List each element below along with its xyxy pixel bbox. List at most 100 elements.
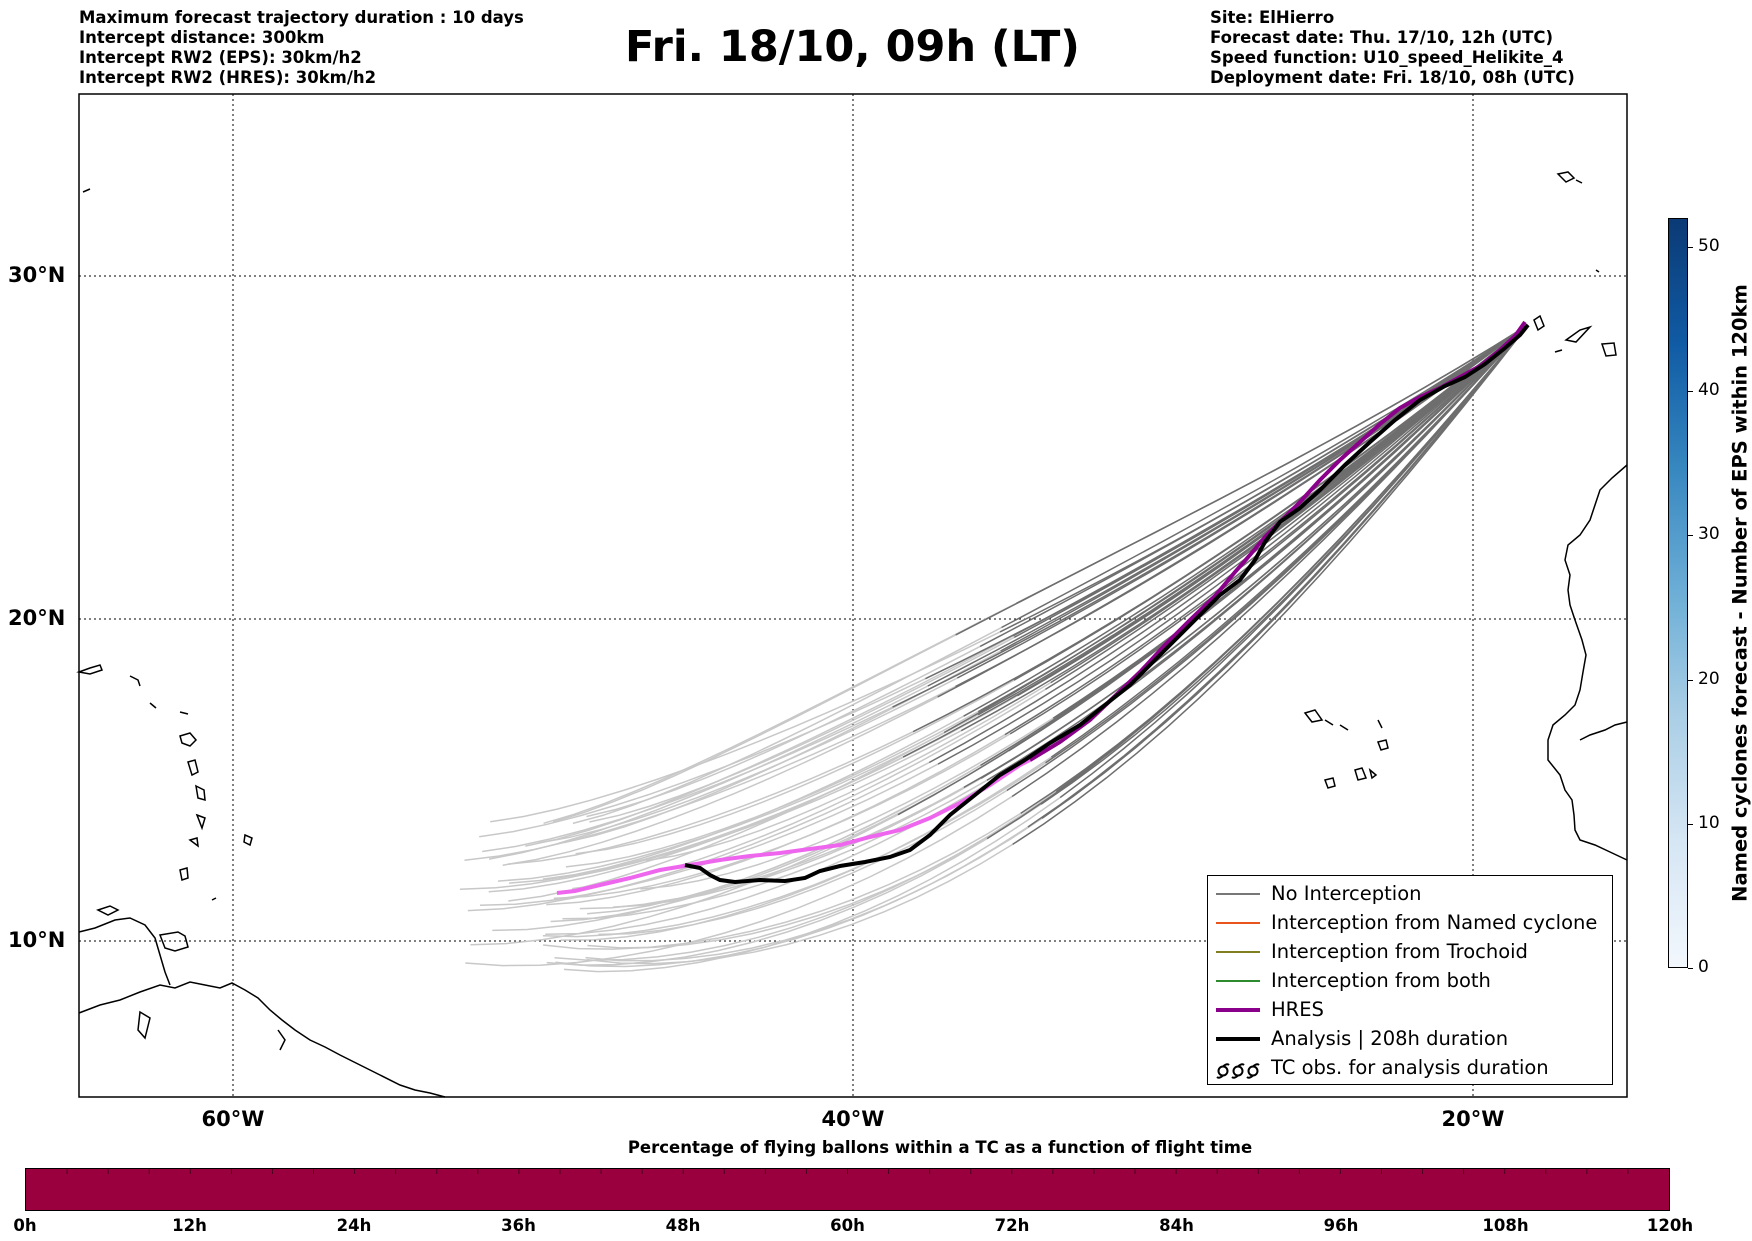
colorbar-tick-label: 20 [1698, 668, 1720, 689]
coastline-south-america [78, 981, 446, 1098]
colorbar-tick-label: 50 [1698, 235, 1720, 256]
eps-trajectory-segment [1008, 324, 1529, 752]
eps-trajectory-segment [1012, 324, 1529, 637]
coastline-island [149, 702, 157, 709]
hres-trajectory-late [1028, 320, 1527, 762]
legend-item-trochoid: Interception from Trochoid [1208, 939, 1612, 968]
legend-label: Interception from Named cyclone [1271, 911, 1598, 934]
flight-time-tick-label: 0h [13, 1216, 37, 1235]
eps-trajectory-segment [488, 756, 904, 893]
legend-label: Interception from both [1271, 969, 1491, 992]
eps-trajectory-segment [470, 814, 899, 946]
eps-trajectory-segment [546, 837, 988, 966]
lat-label-30n: 30°N [8, 263, 66, 287]
eps-trajectory-segment [502, 696, 939, 866]
info-left: Maximum forecast trajectory duration : 1… [79, 8, 524, 88]
eps-trajectory-segment [960, 324, 1529, 732]
eps-trajectory-segment [943, 324, 1529, 734]
eps-trajectory-segment [482, 706, 893, 853]
flight-time-tick-label: 24h [336, 1216, 372, 1235]
coastline-island [195, 784, 206, 802]
legend-item-named-cyclone: Interception from Named cyclone [1208, 910, 1612, 939]
map-legend: No Interception Interception from Named … [1207, 875, 1613, 1085]
coastline-puerto-rico [76, 664, 103, 675]
lat-label-20n: 20°N [8, 606, 66, 630]
coastline-island [1554, 349, 1563, 353]
eps-trajectory-segment [1001, 324, 1529, 629]
flight-time-tick-label: 108h [1482, 1216, 1529, 1235]
eps-trajectory-segment [928, 324, 1529, 764]
eps-trajectory-segment [640, 717, 1054, 890]
eps-trajectory-segment [572, 626, 1002, 825]
coastline-cape-verde [1324, 777, 1336, 789]
analysis-trajectory [684, 323, 1530, 885]
eps-trajectory-segment [464, 685, 956, 861]
colorbar-tick-label: 30 [1698, 524, 1720, 545]
info-line: Site: ElHierro [1210, 8, 1335, 27]
eps-trajectory-segment [645, 681, 1052, 862]
lon-label-60w: 60°W [201, 1107, 265, 1131]
info-line: Intercept distance: 300km [79, 28, 325, 47]
coastline-cape-verde [1303, 709, 1324, 723]
eps-trajectory-segment [497, 714, 979, 882]
eps-trajectory-segment [565, 711, 979, 868]
eps-trajectory-segment [1011, 324, 1529, 798]
eps-trajectory-segment [912, 324, 1529, 733]
flight-time-tick-label: 72h [994, 1216, 1030, 1235]
eps-trajectories-late [892, 324, 1529, 846]
legend-swatch [1216, 980, 1260, 982]
coastline-cape-verde [1377, 719, 1383, 729]
legend-swatch [1216, 922, 1260, 924]
flight-time-tick-label: 96h [1323, 1216, 1359, 1235]
eps-trajectory-segment [525, 635, 1014, 847]
legend-label: Analysis | 208h duration [1271, 1027, 1509, 1050]
eps-trajectory-segment [598, 789, 1008, 936]
info-line: Speed function: U10_speed_Helikite_4 [1210, 48, 1564, 67]
colorbar-tick-mark [1688, 823, 1693, 825]
coastline-africa-ext [1579, 721, 1628, 741]
legend-item-analysis: Analysis | 208h duration [1208, 1026, 1612, 1055]
coastline-island [179, 732, 198, 747]
colorbar-tick-label: 0 [1698, 957, 1709, 977]
colorbar-tick-mark [1688, 246, 1693, 248]
legend-swatch [1216, 1008, 1260, 1012]
eps-trajectory-segment [589, 636, 1015, 823]
flight-time-bar [25, 1168, 1670, 1211]
coastline-cape-verde [1324, 719, 1334, 726]
flight-time-tick-label: 12h [172, 1216, 207, 1235]
coastline-island [1564, 325, 1593, 343]
lon-label-20w: 20°W [1441, 1107, 1505, 1131]
coastline-cape-verde [1339, 724, 1349, 731]
coastline-island [188, 837, 199, 848]
eps-trajectory-segment [963, 324, 1529, 789]
legend-item-hres: HRES [1208, 997, 1612, 1026]
flight-time-tick-label: 60h [830, 1216, 865, 1235]
colorbar-label-text: Named cyclones forecast - Number of EPS … [1728, 284, 1752, 902]
coastline-island [137, 1010, 151, 1040]
lon-label-40w: 40°W [821, 1107, 885, 1131]
eps-trajectory-segment [560, 756, 1052, 941]
eps-trajectory-segment [490, 631, 1001, 823]
eps-trajectory-segment [555, 826, 1029, 968]
legend-item-tc-obs: TC obs. for analysis duration [1208, 1055, 1612, 1084]
colorbar-tick-mark [1688, 968, 1693, 969]
coastline-island [179, 867, 189, 881]
coastline-island [1556, 171, 1576, 183]
legend-item-no-interception: No Interception [1208, 881, 1612, 910]
map-frame [78, 93, 1628, 1098]
legend-label: No Interception [1271, 882, 1422, 905]
coastline-island [187, 759, 199, 777]
eps-trajectory-segment [1020, 324, 1529, 815]
coastline-island [82, 188, 91, 193]
coastline-island [277, 1029, 286, 1051]
lat-label-10n: 10°N [8, 928, 66, 952]
eps-trajectory-segment [1016, 324, 1529, 604]
eps-trajectory-segment [465, 795, 1013, 967]
coastline-island [179, 711, 189, 715]
coastline-island [1595, 269, 1600, 273]
colorbar-tick-label: 40 [1698, 380, 1720, 401]
info-line: Forecast date: Thu. 17/10, 12h (UTC) [1210, 28, 1554, 47]
flight-time-tick-label: 36h [501, 1216, 536, 1235]
legend-item-both: Interception from both [1208, 968, 1612, 997]
legend-swatch [1216, 951, 1260, 953]
